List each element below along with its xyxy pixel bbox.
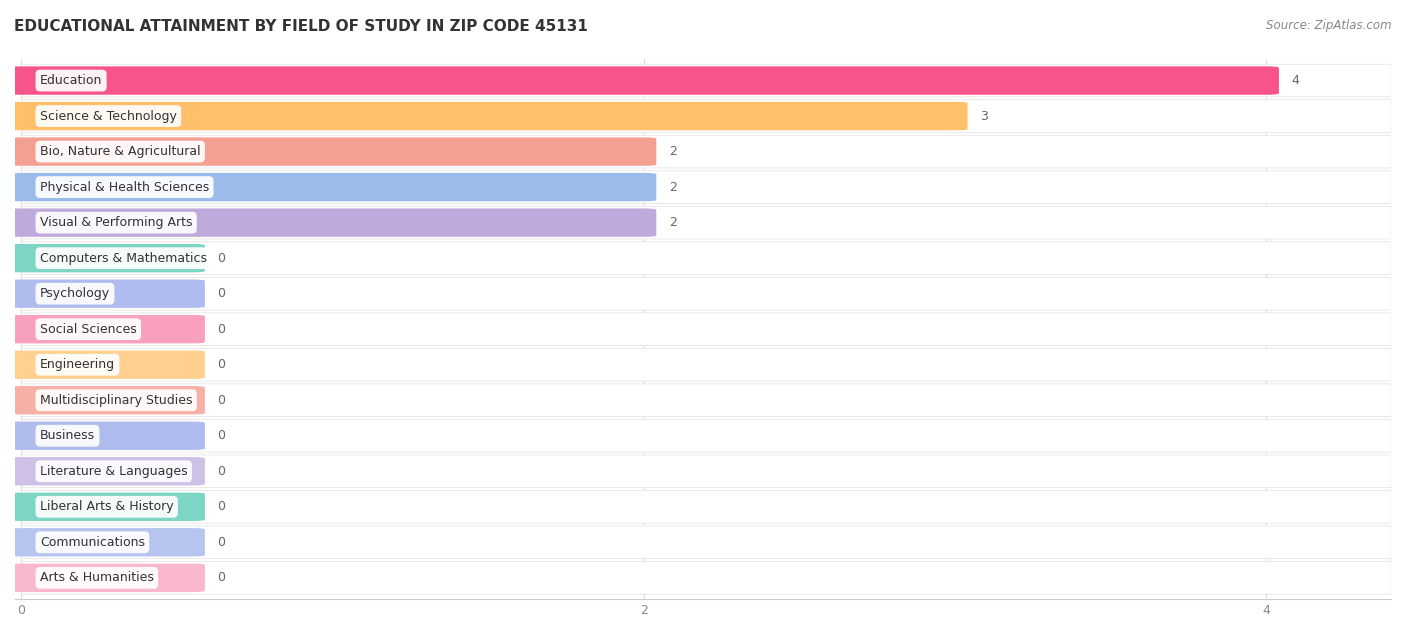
Text: 3: 3 <box>980 109 988 123</box>
FancyBboxPatch shape <box>8 209 657 237</box>
FancyBboxPatch shape <box>21 384 1391 416</box>
FancyBboxPatch shape <box>21 561 1391 594</box>
Text: EDUCATIONAL ATTAINMENT BY FIELD OF STUDY IN ZIP CODE 45131: EDUCATIONAL ATTAINMENT BY FIELD OF STUDY… <box>14 19 588 34</box>
FancyBboxPatch shape <box>8 244 205 272</box>
FancyBboxPatch shape <box>8 492 205 521</box>
Text: 0: 0 <box>218 323 225 336</box>
FancyBboxPatch shape <box>21 277 1391 310</box>
FancyBboxPatch shape <box>21 135 1391 168</box>
FancyBboxPatch shape <box>8 528 205 557</box>
FancyBboxPatch shape <box>21 313 1391 346</box>
FancyBboxPatch shape <box>8 422 205 450</box>
FancyBboxPatch shape <box>21 242 1391 274</box>
Text: 0: 0 <box>218 571 225 585</box>
FancyBboxPatch shape <box>8 351 205 379</box>
Text: 0: 0 <box>218 536 225 549</box>
Text: 0: 0 <box>218 358 225 371</box>
Text: 2: 2 <box>669 216 676 229</box>
FancyBboxPatch shape <box>8 137 657 166</box>
Text: Science & Technology: Science & Technology <box>39 109 177 123</box>
Text: Communications: Communications <box>39 536 145 549</box>
FancyBboxPatch shape <box>8 315 205 343</box>
FancyBboxPatch shape <box>21 490 1391 523</box>
FancyBboxPatch shape <box>8 279 205 308</box>
Text: 0: 0 <box>218 465 225 478</box>
FancyBboxPatch shape <box>8 173 657 202</box>
Text: Business: Business <box>39 429 96 442</box>
FancyBboxPatch shape <box>8 457 205 485</box>
FancyBboxPatch shape <box>8 564 205 592</box>
FancyBboxPatch shape <box>21 455 1391 488</box>
FancyBboxPatch shape <box>21 100 1391 133</box>
Text: 0: 0 <box>218 252 225 265</box>
Text: Computers & Mathematics: Computers & Mathematics <box>39 252 207 265</box>
Text: Engineering: Engineering <box>39 358 115 371</box>
Text: Education: Education <box>39 74 103 87</box>
FancyBboxPatch shape <box>21 526 1391 559</box>
FancyBboxPatch shape <box>8 66 1279 95</box>
FancyBboxPatch shape <box>21 171 1391 204</box>
Text: 2: 2 <box>669 145 676 158</box>
FancyBboxPatch shape <box>21 64 1391 97</box>
Text: 0: 0 <box>218 429 225 442</box>
Text: 0: 0 <box>218 287 225 300</box>
Text: Physical & Health Sciences: Physical & Health Sciences <box>39 181 209 193</box>
FancyBboxPatch shape <box>21 206 1391 239</box>
Text: Social Sciences: Social Sciences <box>39 323 136 336</box>
Text: Liberal Arts & History: Liberal Arts & History <box>39 501 173 513</box>
Text: Source: ZipAtlas.com: Source: ZipAtlas.com <box>1267 19 1392 32</box>
Text: Bio, Nature & Agricultural: Bio, Nature & Agricultural <box>39 145 201 158</box>
Text: 2: 2 <box>669 181 676 193</box>
Text: 0: 0 <box>218 501 225 513</box>
Text: Psychology: Psychology <box>39 287 110 300</box>
Text: Literature & Languages: Literature & Languages <box>39 465 187 478</box>
Text: Arts & Humanities: Arts & Humanities <box>39 571 153 585</box>
FancyBboxPatch shape <box>8 102 967 130</box>
Text: Multidisciplinary Studies: Multidisciplinary Studies <box>39 394 193 407</box>
Text: 4: 4 <box>1291 74 1299 87</box>
FancyBboxPatch shape <box>8 386 205 415</box>
FancyBboxPatch shape <box>21 348 1391 381</box>
FancyBboxPatch shape <box>21 420 1391 452</box>
Text: 0: 0 <box>218 394 225 407</box>
Text: Visual & Performing Arts: Visual & Performing Arts <box>39 216 193 229</box>
